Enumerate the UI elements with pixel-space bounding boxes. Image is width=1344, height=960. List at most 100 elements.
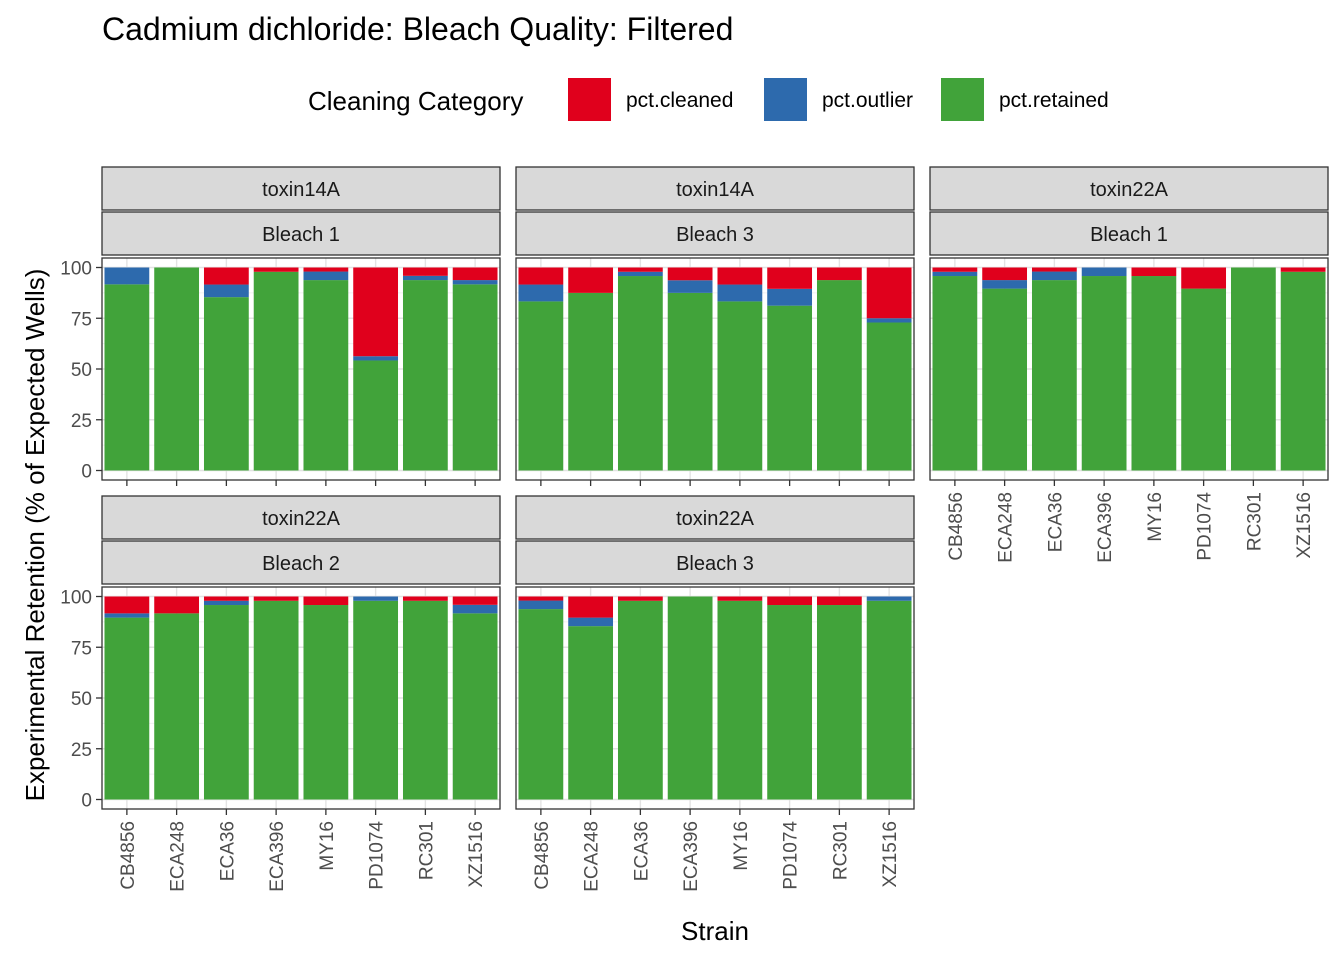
x-tick-label: ECA248 — [168, 821, 189, 892]
bar-segment-cleaned — [767, 267, 813, 289]
bar-segment-outlier — [104, 613, 150, 618]
bar-segment-retained — [353, 360, 399, 471]
bar-segment-cleaned — [253, 596, 299, 601]
x-tick-label: PD1074 — [367, 821, 388, 890]
bar-segment-retained — [617, 276, 663, 471]
bar-segment-outlier — [717, 284, 763, 302]
facet-panel: toxin22A Bleach 2 0 25 50 75 100 CB4856 ECA248 EC… — [60, 495, 501, 892]
facet-strip-bleach-label: Bleach 3 — [676, 224, 754, 246]
x-tick-label: CB4856 — [532, 821, 553, 890]
facet-strip-bleach — [515, 540, 915, 585]
x-tick-label: PD1074 — [781, 821, 802, 890]
x-tick-label: ECA396 — [267, 821, 288, 892]
y-tick-label: 75 — [71, 309, 92, 330]
bar-segment-outlier — [402, 275, 448, 281]
bar-segment-cleaned — [452, 267, 498, 281]
bar-segment-retained — [982, 288, 1028, 471]
bar-segment-outlier — [303, 271, 349, 281]
bar-segment-retained — [402, 280, 448, 471]
x-tick-label: XZ1516 — [1294, 492, 1315, 559]
x-axis-title: Strain — [681, 916, 749, 946]
y-tick-label: 25 — [71, 740, 92, 761]
bar-segment-cleaned — [402, 596, 448, 601]
bar-segment-retained — [203, 297, 249, 471]
bar-segment-cleaned — [667, 267, 713, 281]
legend-key-outlier — [764, 78, 807, 121]
facet-strip-bleach-label: Bleach 1 — [1090, 224, 1168, 246]
y-tick-label: 100 — [60, 588, 92, 609]
facet-panel: toxin14A Bleach 1 0 25 50 75 100 — [60, 166, 501, 486]
bar-segment-cleaned — [816, 596, 862, 606]
facet-strip-bleach — [101, 211, 501, 256]
x-tick-label: ECA396 — [1095, 492, 1116, 563]
y-tick-label: 25 — [71, 411, 92, 432]
bar-segment-retained — [1280, 271, 1326, 471]
bar-segment-retained — [767, 605, 813, 800]
bar-segment-retained — [154, 613, 200, 800]
x-tick-label: ECA248 — [582, 821, 603, 892]
bar-segment-outlier — [982, 280, 1028, 289]
bar-segment-retained — [452, 284, 498, 471]
bar-segment-retained — [104, 617, 150, 800]
bar-segment-outlier — [203, 600, 249, 606]
bar-segment-cleaned — [203, 596, 249, 601]
bar-segment-retained — [253, 600, 299, 800]
bar-segment-retained — [1181, 288, 1227, 471]
facet-strip-bleach-label: Bleach 2 — [262, 553, 340, 575]
legend-label-cleaned: pct.cleaned — [626, 89, 733, 112]
facet-panels: toxin14A Bleach 1 0 25 50 75 100 toxin14A Bleach… — [60, 166, 1329, 892]
bar-segment-retained — [1081, 276, 1127, 471]
facet-strip-bleach-label: Bleach 3 — [676, 553, 754, 575]
x-tick-label: RC301 — [416, 821, 437, 880]
bar-segment-retained — [932, 276, 978, 471]
facet-panel: toxin22A Bleach 1 CB4856 ECA248 ECA36 ECA396 M… — [929, 166, 1329, 563]
legend-label-retained: pct.retained — [999, 89, 1109, 112]
bar-segment-outlier — [452, 604, 498, 614]
bar-segment-cleaned — [767, 596, 813, 606]
x-tick-label: RC301 — [830, 821, 851, 880]
bar-segment-retained — [816, 280, 862, 471]
bar-segment-retained — [1131, 276, 1177, 471]
bar-segment-retained — [154, 267, 200, 471]
facet-strip-compound-label: toxin22A — [676, 508, 754, 530]
facet-strip-compound-label: toxin22A — [1090, 179, 1168, 201]
x-tick-label: MY16 — [1145, 492, 1166, 542]
bar-segment-cleaned — [932, 267, 978, 272]
bar-segment-retained — [667, 292, 713, 471]
bar-segment-cleaned — [866, 267, 912, 319]
bar-segment-outlier — [1081, 267, 1127, 277]
bar-segment-retained — [452, 613, 498, 800]
bar-segment-retained — [253, 271, 299, 471]
bar-segment-cleaned — [1031, 267, 1077, 272]
bar-segment-cleaned — [518, 596, 564, 601]
y-tick-label: 50 — [71, 360, 92, 381]
x-tick-label: CB4856 — [946, 492, 967, 561]
bar-segment-cleaned — [568, 596, 614, 618]
bar-segment-retained — [518, 301, 564, 471]
bar-segment-cleaned — [717, 267, 763, 285]
bar-segment-outlier — [568, 617, 614, 627]
bar-segment-cleaned — [1181, 267, 1227, 289]
x-tick-label: CB4856 — [118, 821, 139, 890]
bar-segment-cleaned — [402, 267, 448, 276]
bar-segment-cleaned — [104, 596, 150, 614]
facet-strip-compound — [101, 495, 501, 540]
bar-segment-outlier — [1031, 271, 1077, 281]
bar-segment-retained — [667, 596, 713, 800]
y-axis-title: Experimental Retention (% of Expected We… — [20, 269, 50, 802]
legend-key-retained — [941, 78, 984, 121]
bar-segment-retained — [303, 605, 349, 800]
bar-segment-cleaned — [617, 267, 663, 272]
facet-strip-compound — [515, 166, 915, 211]
bar-segment-outlier — [518, 600, 564, 610]
x-tick-label: MY16 — [731, 821, 752, 871]
panel-border — [515, 257, 915, 481]
bar-segment-retained — [568, 626, 614, 800]
legend-label-outlier: pct.outlier — [822, 89, 913, 112]
bar-segment-cleaned — [982, 267, 1028, 281]
bar-segment-retained — [866, 322, 912, 471]
legend-title: Cleaning Category — [308, 86, 523, 116]
x-tick-label: ECA36 — [217, 821, 238, 881]
facet-strip-compound-label: toxin22A — [262, 508, 340, 530]
chart-title: Cadmium dichloride: Bleach Quality: Filt… — [102, 11, 733, 47]
